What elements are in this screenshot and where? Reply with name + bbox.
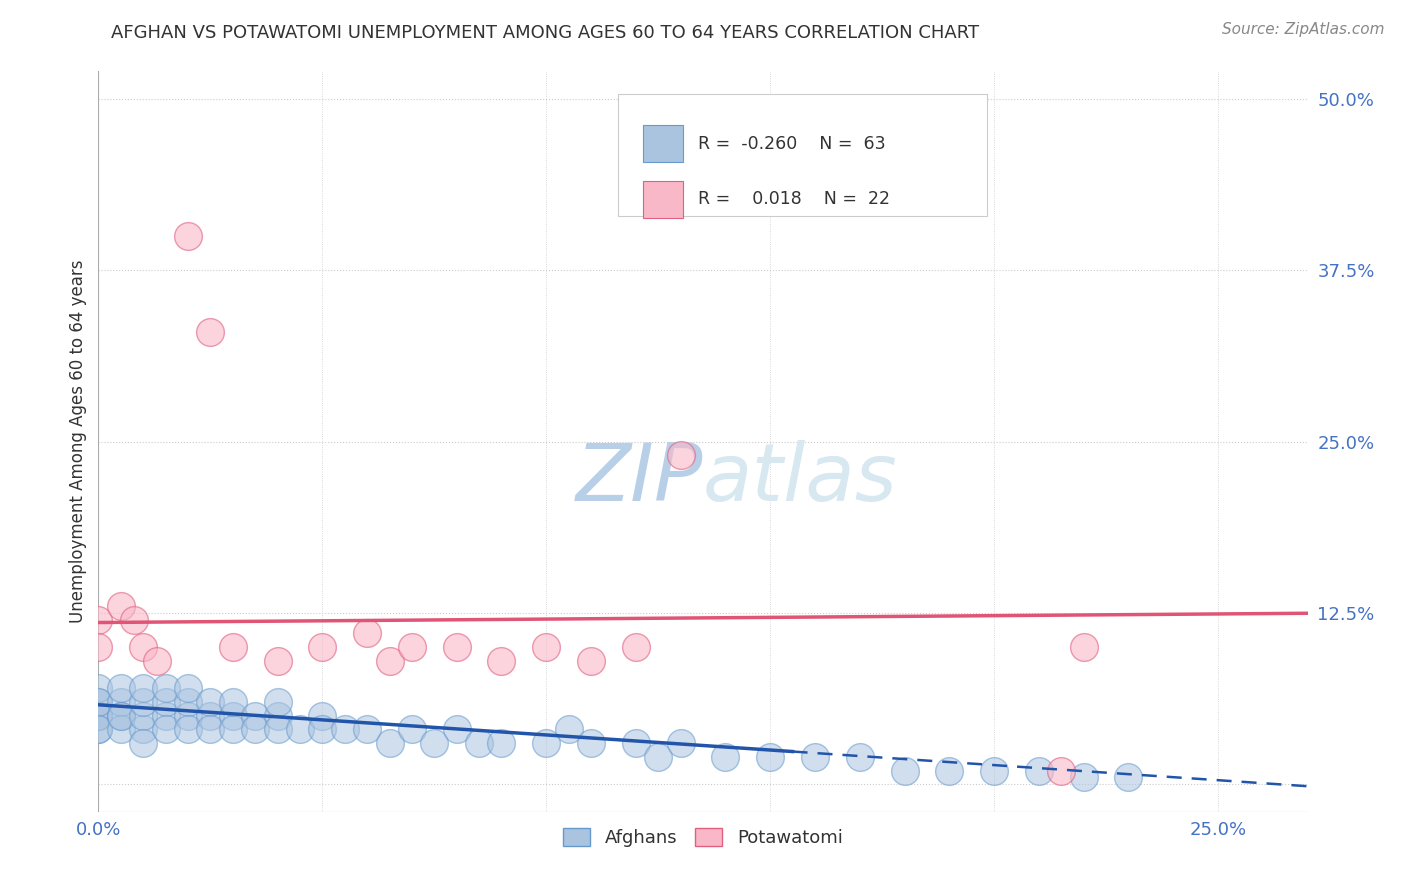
Point [177, 695, 200, 709]
Point [983, 764, 1005, 778]
Point [200, 695, 222, 709]
Point [87, 695, 110, 709]
Point [1050, 764, 1073, 778]
Point [333, 723, 356, 737]
Point [378, 736, 401, 750]
Point [848, 750, 870, 764]
Point [759, 750, 782, 764]
Point [647, 750, 669, 764]
Point [243, 708, 266, 723]
Point [423, 736, 446, 750]
Point [155, 695, 177, 709]
Point [222, 708, 245, 723]
Point [579, 654, 602, 668]
Point [110, 708, 132, 723]
Point [132, 723, 155, 737]
Point [177, 708, 200, 723]
Point [557, 723, 579, 737]
Point [110, 599, 132, 613]
Point [311, 640, 333, 655]
Point [356, 626, 378, 640]
Point [378, 654, 401, 668]
Bar [643, 126, 683, 162]
Text: R =    0.018    N =  22: R = 0.018 N = 22 [697, 191, 890, 209]
Point [122, 613, 145, 627]
Point [87, 708, 110, 723]
Point [87, 708, 110, 723]
Point [446, 640, 468, 655]
Point [491, 654, 513, 668]
Point [311, 723, 333, 737]
Point [200, 325, 222, 339]
Point [110, 695, 132, 709]
Point [87, 695, 110, 709]
Text: AFGHAN VS POTAWATOMI UNEMPLOYMENT AMONG AGES 60 TO 64 YEARS CORRELATION CHART: AFGHAN VS POTAWATOMI UNEMPLOYMENT AMONG … [111, 24, 979, 42]
Point [87, 723, 110, 737]
Point [222, 695, 245, 709]
Point [714, 750, 737, 764]
Text: atlas: atlas [703, 440, 898, 517]
Point [669, 448, 692, 462]
Point [110, 708, 132, 723]
Point [243, 723, 266, 737]
Point [110, 681, 132, 696]
Point [132, 695, 155, 709]
Point [87, 640, 110, 655]
Point [288, 723, 311, 737]
Point [624, 736, 647, 750]
Point [491, 736, 513, 750]
Point [132, 736, 155, 750]
Point [87, 723, 110, 737]
Point [155, 681, 177, 696]
Point [804, 750, 827, 764]
Point [132, 640, 155, 655]
Point [177, 228, 200, 243]
Point [132, 708, 155, 723]
Point [132, 681, 155, 696]
Point [200, 723, 222, 737]
Point [536, 640, 558, 655]
Point [145, 654, 167, 668]
Point [155, 708, 177, 723]
Point [468, 736, 491, 750]
Point [1073, 640, 1095, 655]
Point [222, 723, 245, 737]
Point [266, 695, 288, 709]
Point [893, 764, 915, 778]
Point [356, 723, 378, 737]
Point [1073, 771, 1095, 785]
Point [1028, 764, 1050, 778]
Point [536, 736, 558, 750]
Point [938, 764, 960, 778]
Y-axis label: Unemployment Among Ages 60 to 64 years: Unemployment Among Ages 60 to 64 years [69, 260, 87, 624]
Point [110, 723, 132, 737]
Point [401, 640, 423, 655]
Point [446, 723, 468, 737]
Point [311, 708, 333, 723]
Text: R =  -0.260    N =  63: R = -0.260 N = 63 [697, 135, 886, 153]
Point [1118, 771, 1140, 785]
Point [401, 723, 423, 737]
Bar [643, 181, 683, 218]
Point [266, 654, 288, 668]
Text: ZIP: ZIP [575, 440, 703, 517]
Point [669, 736, 692, 750]
Point [579, 736, 602, 750]
Point [87, 681, 110, 696]
Point [87, 613, 110, 627]
Point [177, 723, 200, 737]
Point [624, 640, 647, 655]
Legend: Afghans, Potawatomi: Afghans, Potawatomi [555, 821, 851, 855]
Text: Source: ZipAtlas.com: Source: ZipAtlas.com [1222, 22, 1385, 37]
Point [200, 708, 222, 723]
Point [266, 723, 288, 737]
FancyBboxPatch shape [619, 94, 987, 216]
Point [177, 681, 200, 696]
Point [222, 640, 245, 655]
Point [266, 708, 288, 723]
Point [155, 723, 177, 737]
